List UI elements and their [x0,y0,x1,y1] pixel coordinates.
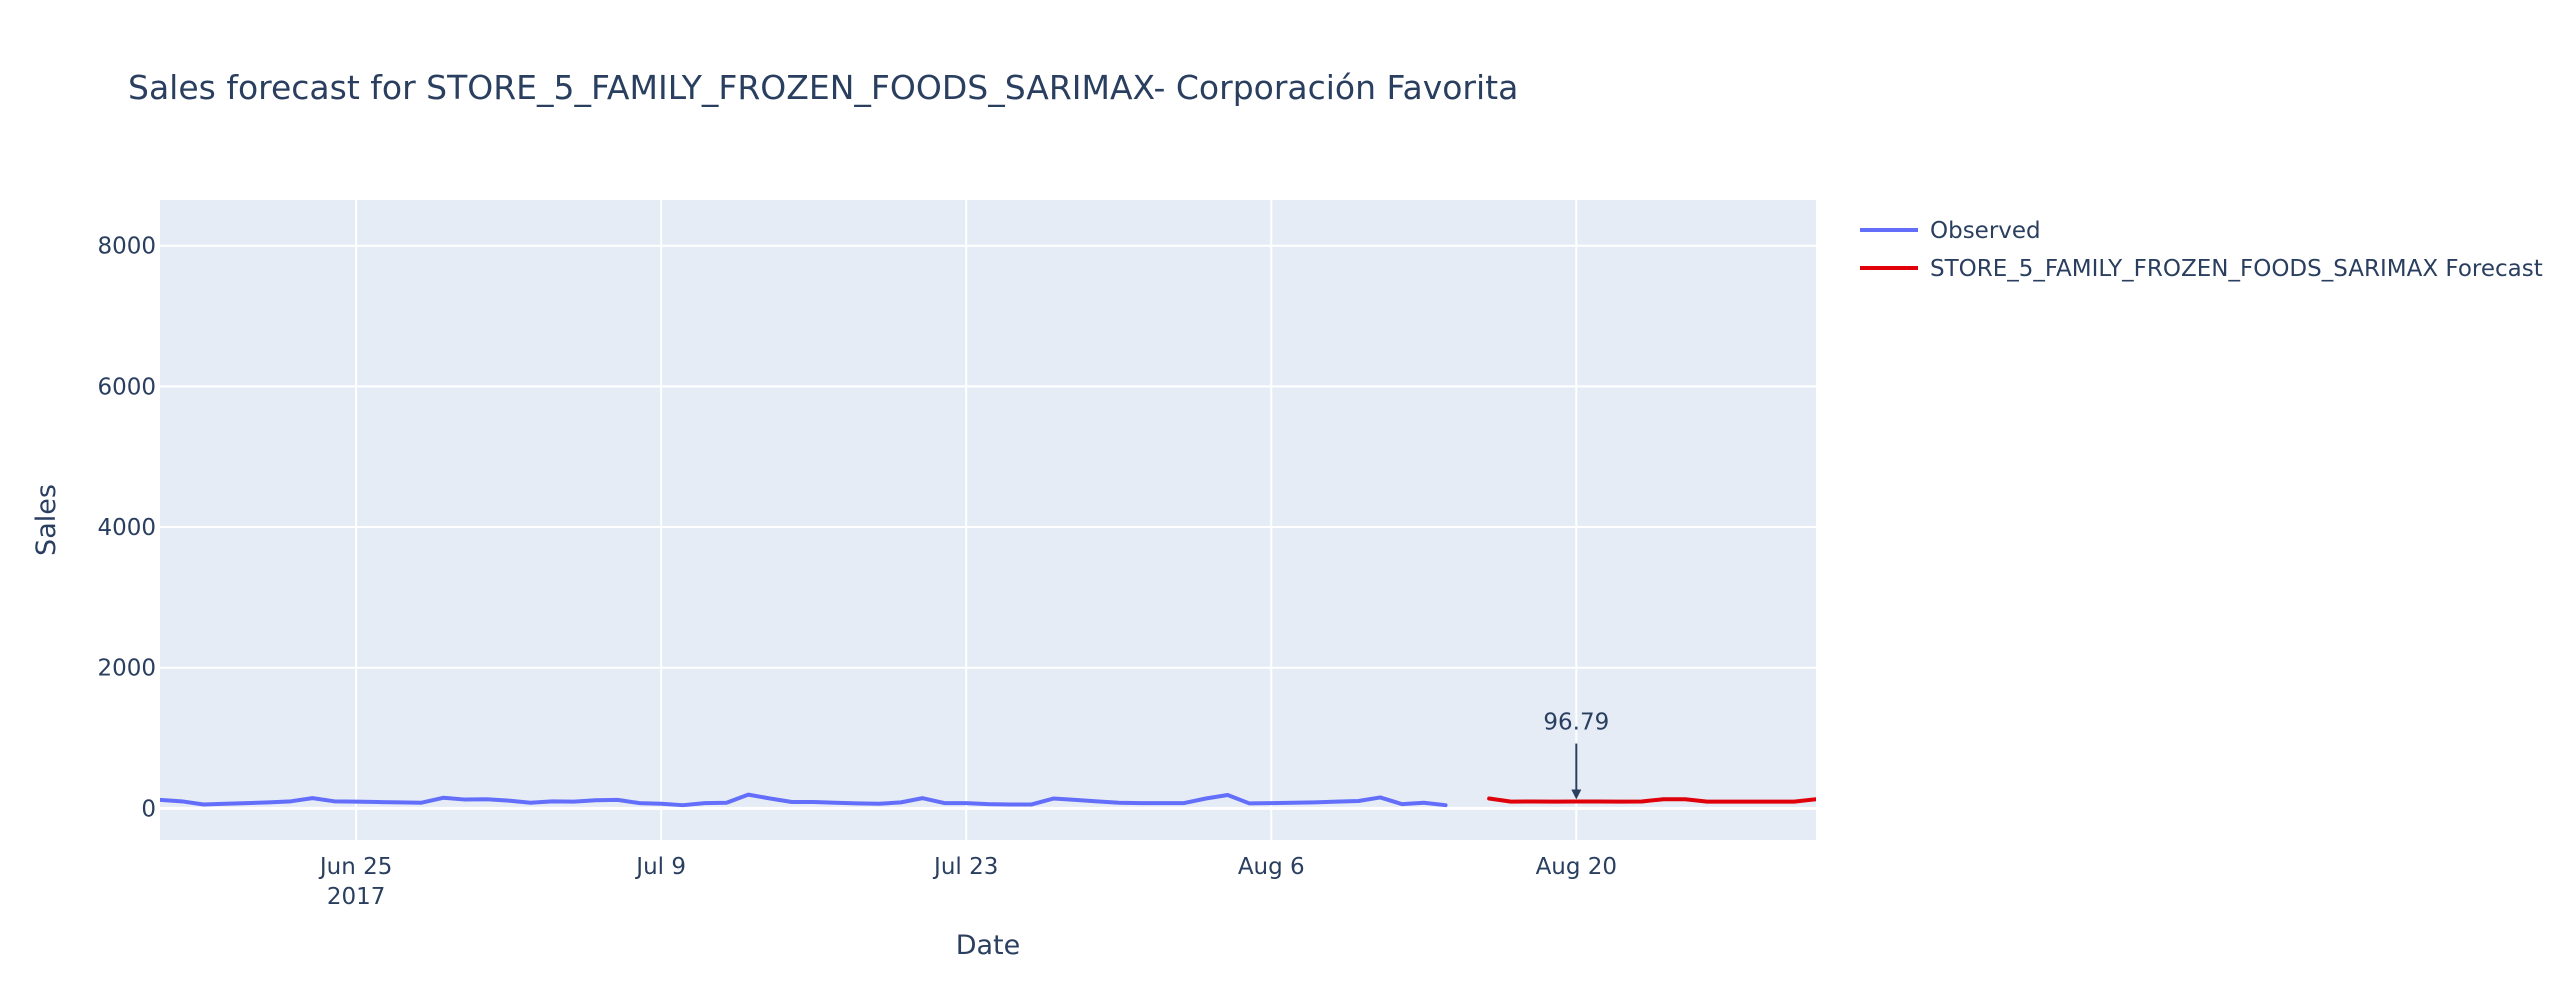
series-layer [160,792,1816,808]
forecast-series-line [1487,796,1816,804]
annotation-layer: 96.79 [1543,710,1609,800]
y-tick-label: 2000 [97,656,156,682]
x-tick-label: Jul 9 [634,854,686,880]
y-tick-label: 4000 [97,515,156,541]
y-tick-label: 0 [141,796,156,822]
x-tick-label: Aug 20 [1536,854,1618,880]
y-tick-label: 8000 [97,234,156,260]
x-tick-label: Jul 23 [932,854,998,880]
observed-series-line [160,792,1448,808]
legend-label: STORE_5_FAMILY_FROZEN_FOODS_SARIMAX Fore… [1930,256,2543,282]
legend-item-forecast[interactable]: STORE_5_FAMILY_FROZEN_FOODS_SARIMAX Fore… [1860,256,2543,282]
annotation-arrowhead [1571,789,1582,800]
y-axis-title: Sales [31,484,62,556]
x-tick-label: Aug 6 [1238,854,1305,880]
chart-title: Sales forecast for STORE_5_FAMILY_FROZEN… [128,68,1518,107]
x-tick-label: Jun 25 [318,854,393,880]
annotation-label: 96.79 [1543,710,1609,736]
legend-item-observed[interactable]: Observed [1860,218,2041,244]
x-axis-title: Date [956,930,1021,961]
axis-ticks: 0 2000 4000 6000 8000 Jun 25 2017 Jul 9 Jul 23 Au… [97,234,1617,910]
legend-label: Observed [1930,218,2041,244]
legend[interactable]: Observed STORE_5_FAMILY_FROZEN_FOODS_SARI… [1860,218,2543,282]
x-tick-sublabel: 2017 [327,884,386,910]
gridlines [160,200,1816,840]
plot-area [160,200,1816,840]
y-tick-label: 6000 [97,374,156,400]
